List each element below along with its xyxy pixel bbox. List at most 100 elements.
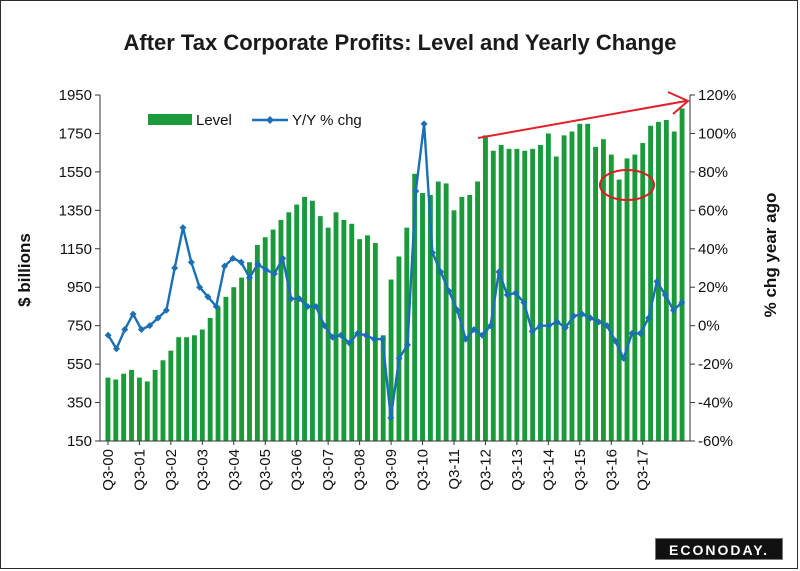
level-bar: [294, 204, 300, 441]
level-bar: [530, 148, 536, 442]
left-tick-label: 550: [67, 356, 92, 373]
yoy-point: [362, 331, 370, 339]
level-bar: [286, 212, 292, 441]
legend-level-label: Level: [196, 112, 232, 129]
level-bar: [600, 139, 606, 441]
axes: [99, 95, 691, 442]
legend-yoy-label: Y/Y % chg: [292, 112, 362, 129]
yoy-point: [537, 322, 544, 330]
yoy-point: [445, 287, 453, 295]
yoy-point: [146, 322, 154, 330]
yoy-point: [295, 295, 303, 303]
yoy-point: [420, 120, 428, 128]
level-bar: [561, 135, 567, 441]
level-bar: [105, 377, 111, 441]
level-bar: [483, 135, 488, 441]
level-bar: [136, 377, 142, 441]
yoy-point: [595, 318, 603, 326]
x-tick-label: Q3-12: [477, 449, 494, 491]
level-bar: [160, 360, 166, 441]
yoy-point: [428, 249, 436, 257]
level-bar: [129, 369, 134, 441]
x-axis-ticks: Q3-00 Q3-01 Q3-02 Q3-03 Q3-04 Q3-05 Q3-06 Q3-07…: [100, 441, 652, 491]
yoy-point: [262, 266, 270, 274]
yoy-point: [179, 224, 187, 232]
level-bar: [396, 256, 402, 441]
left-axis-ticks: 1950 1750 1550 1350 1150 950 750 550 350 150: [59, 87, 100, 450]
level-bar: [199, 329, 205, 441]
right-axis-ticks: 120% 100% 80% 60% 40% 20% 0% -20% -40% -60%: [690, 87, 736, 450]
level-bar: [577, 123, 583, 441]
x-tick-label: Q3-00: [100, 449, 117, 491]
x-tick-label: Q3-13: [509, 449, 526, 491]
level-bar: [608, 154, 614, 442]
level-bar: [459, 196, 465, 441]
yoy-point: [553, 318, 561, 326]
left-tick-label: 150: [67, 433, 92, 450]
level-bar: [239, 277, 245, 441]
yoy-point: [412, 187, 420, 195]
yoy-point: [320, 322, 328, 330]
yoy-point: [162, 306, 170, 314]
right-tick-label: 60%: [698, 202, 728, 219]
x-tick-label: Q3-03: [194, 449, 211, 491]
level-bar: [632, 154, 638, 442]
yoy-point: [453, 306, 461, 314]
x-tick-label: Q3-09: [383, 449, 400, 491]
level-bar: [663, 119, 669, 441]
right-tick-label: -60%: [698, 433, 733, 450]
yoy-point: [512, 289, 520, 297]
econoday-logo: ECONODAY.: [655, 538, 783, 560]
level-bar: [365, 235, 370, 441]
level-bar: [640, 143, 646, 442]
yoy-point: [221, 262, 229, 270]
yoy-point: [462, 335, 470, 343]
level-bar: [498, 144, 504, 441]
right-tick-label: -20%: [698, 356, 733, 373]
yoy-point: [661, 291, 669, 299]
yoy-point: [104, 331, 112, 339]
level-bar: [443, 183, 449, 441]
yoy-point: [112, 345, 120, 353]
yoy-point: [487, 322, 495, 330]
level-bar: [215, 306, 221, 441]
level-bar: [420, 193, 425, 441]
level-bar: [412, 173, 418, 442]
legend-level-swatch: [148, 114, 192, 125]
level-bar: [671, 131, 677, 441]
yoy-point: [603, 322, 611, 330]
level-bar: [451, 210, 457, 441]
right-tick-label: 40%: [698, 241, 728, 258]
right-tick-label: 100%: [698, 125, 736, 142]
yoy-point: [403, 341, 411, 349]
x-tick-label: Q3-05: [257, 449, 274, 491]
left-tick-label: 350: [67, 395, 92, 412]
x-tick-label: Q3-04: [226, 449, 243, 491]
yoy-point: [345, 339, 353, 347]
yoy-point: [254, 260, 262, 268]
yoy-point: [337, 331, 345, 339]
chart-title: After Tax Corporate Profits: Level and Y…: [123, 30, 676, 55]
x-tick-label: Q3-17: [635, 449, 652, 491]
yoy-point: [653, 277, 661, 285]
yoy-point: [620, 354, 628, 362]
yoy-point: [312, 302, 320, 310]
level-bar: [545, 133, 551, 441]
level-bar: [679, 108, 685, 441]
level-bar: [388, 279, 394, 441]
level-bar: [538, 144, 543, 441]
left-axis-label: $ billions: [15, 233, 34, 307]
yoy-point: [237, 258, 245, 266]
level-bar: [168, 350, 174, 441]
level-bar: [144, 381, 150, 441]
x-tick-label: Q3-02: [163, 449, 180, 491]
level-bar: [475, 181, 481, 441]
yoy-point: [395, 354, 403, 362]
level-bar: [231, 287, 237, 441]
yoy-point: [187, 258, 195, 266]
yoy-point: [196, 283, 204, 291]
level-bar: [113, 379, 119, 441]
right-tick-label: 80%: [698, 164, 728, 181]
